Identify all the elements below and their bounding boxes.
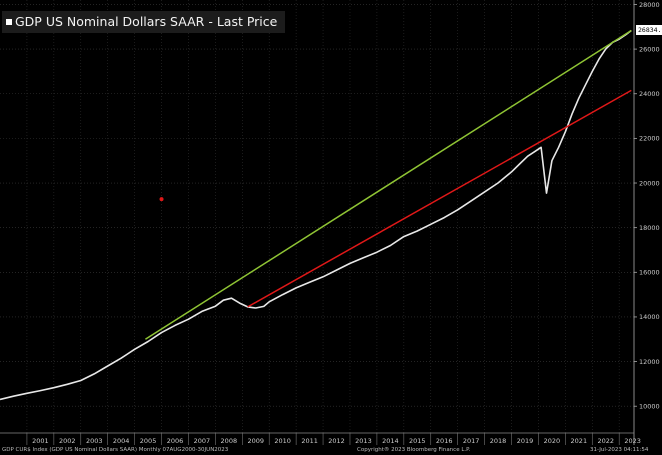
x-tick-label: 2022 xyxy=(597,437,614,445)
y-tick-label: 22000 xyxy=(639,135,660,143)
x-tick-label: 2019 xyxy=(517,437,534,445)
trend-line-green xyxy=(144,29,632,340)
legend-swatch-icon xyxy=(6,18,12,25)
gdp-price-line xyxy=(0,29,632,401)
x-tick-label: 2007 xyxy=(194,437,211,445)
x-tick-label: 2020 xyxy=(544,437,561,445)
x-tick-label: 2002 xyxy=(59,437,76,445)
series-layer xyxy=(0,29,632,401)
y-tick-label: 14000 xyxy=(639,313,660,321)
x-tick-label: 2009 xyxy=(247,437,264,445)
y-tick-label: 16000 xyxy=(639,269,660,277)
footer-security-description: GDP CUR$ Index (GDP US Nominal Dollars S… xyxy=(2,447,229,453)
x-tick-label: 2017 xyxy=(463,437,480,445)
x-tick-label: 2005 xyxy=(140,437,157,445)
red-dot-marker xyxy=(159,197,164,202)
x-tick-label: 2011 xyxy=(301,437,318,445)
x-tick-label: 2016 xyxy=(436,437,453,445)
x-tick-label: 2015 xyxy=(409,437,426,445)
x-tick-label: 2013 xyxy=(355,437,372,445)
x-tick-label: 2008 xyxy=(221,437,238,445)
y-tick-label: 26000 xyxy=(639,45,660,53)
last-price-label: 26834.99 xyxy=(636,25,662,36)
x-tick-label: 2014 xyxy=(382,437,399,445)
footer-copyright: Copyright® 2023 Bloomberg Finance L.P. xyxy=(357,447,471,453)
annotations xyxy=(159,197,164,202)
x-tick-label: 2006 xyxy=(167,437,184,445)
chart-legend[interactable]: GDP US Nominal Dollars SAAR - Last Price xyxy=(2,11,286,33)
legend-label: GDP US Nominal Dollars SAAR - Last Price xyxy=(15,14,278,29)
y-tick-label: 24000 xyxy=(639,90,660,98)
x-tick-label: 2004 xyxy=(113,437,130,445)
axes xyxy=(0,0,635,445)
x-tick-label: 2003 xyxy=(86,437,103,445)
x-axis-ticks: 2001 2002 2003 2004 2005 2006 2007 2008 2009 2010… xyxy=(26,433,641,445)
x-tick-label: 2012 xyxy=(328,437,345,445)
x-tick-label: 2018 xyxy=(490,437,507,445)
x-tick-label: 2023 xyxy=(624,437,641,445)
x-tick-label: 2010 xyxy=(274,437,291,445)
trend-line-red xyxy=(247,89,632,308)
y-tick-label: 12000 xyxy=(639,358,660,366)
y-tick-label: 18000 xyxy=(639,224,660,232)
y-tick-label: 20000 xyxy=(639,179,660,187)
y-axis-ticks: 10000 12000 14000 16000 18000 20000 22000 24000… xyxy=(634,1,660,411)
x-tick-label: 2021 xyxy=(571,437,588,445)
x-tick-label: 2001 xyxy=(32,437,49,445)
y-tick-label: 28000 xyxy=(639,1,660,9)
y-tick-label: 10000 xyxy=(639,403,660,411)
grid-lines xyxy=(0,0,634,433)
footer-timestamp: 31-Jul-2023 04:11:54 xyxy=(590,447,649,453)
